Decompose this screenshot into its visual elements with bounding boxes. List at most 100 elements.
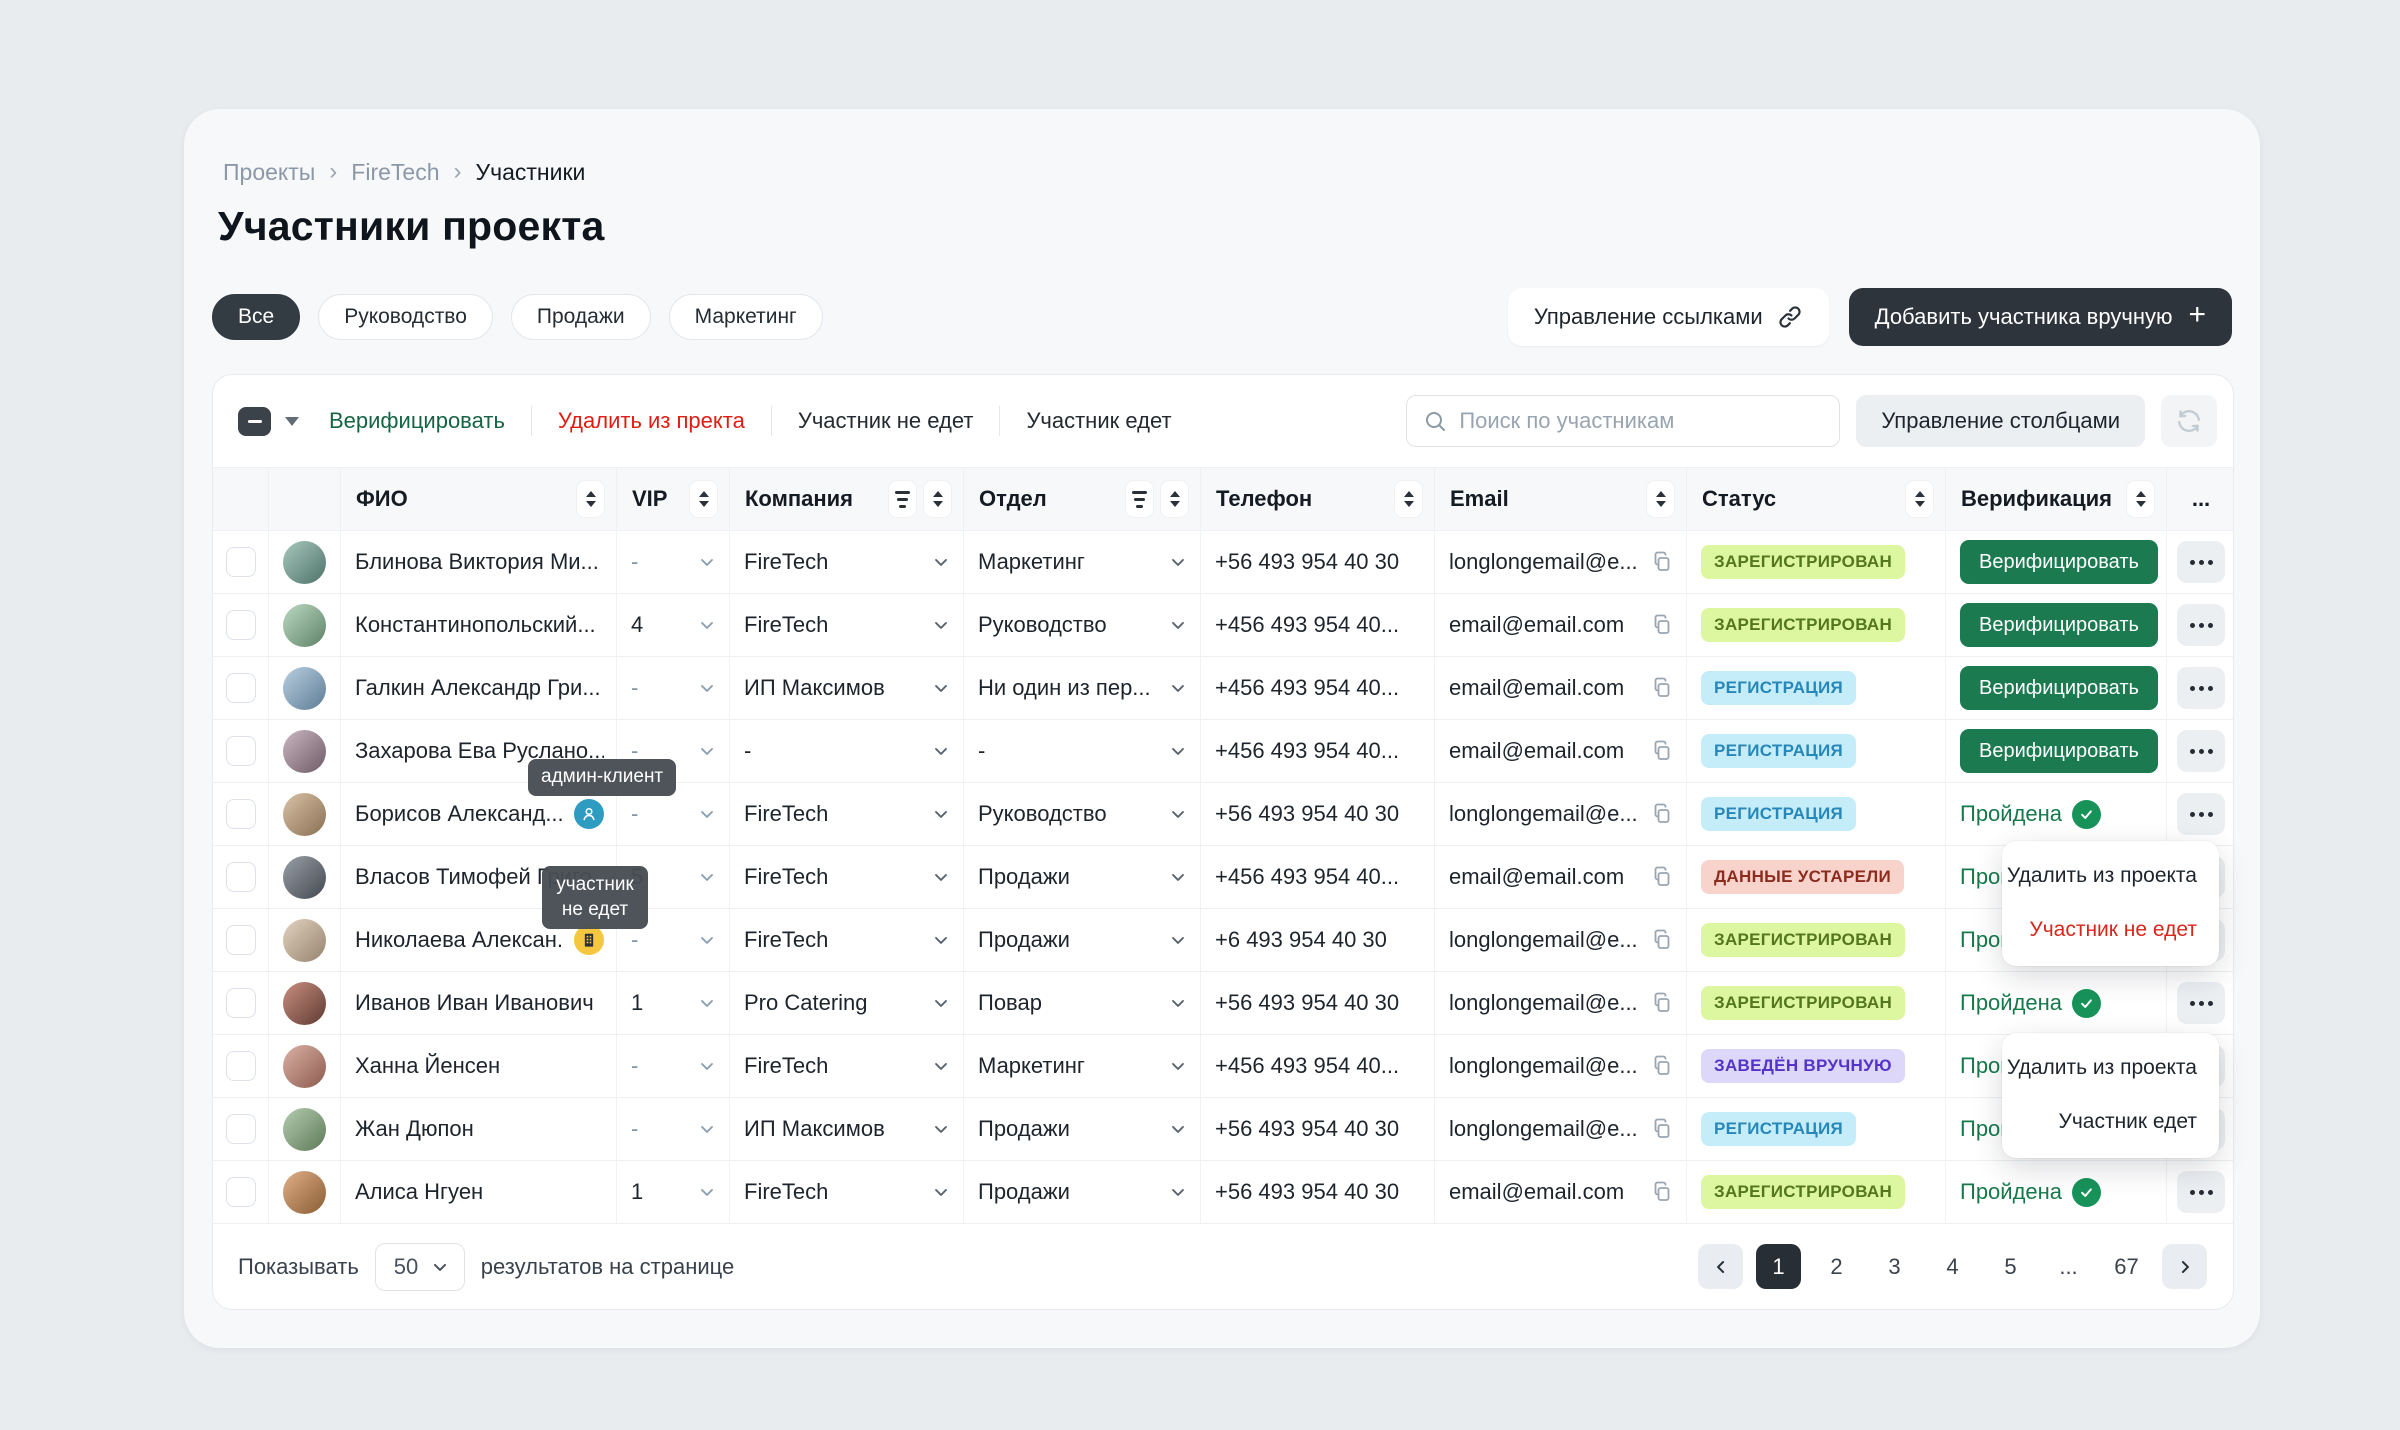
- department-cell[interactable]: Руководство: [964, 594, 1201, 656]
- chevron-down-icon[interactable]: [1168, 1182, 1188, 1202]
- verify-button[interactable]: Верифицировать: [1960, 603, 2158, 647]
- add-participant-button[interactable]: Добавить участника вручную +: [1848, 288, 2232, 346]
- column-header-9[interactable]: Верификация: [1946, 468, 2167, 530]
- bulk-action-3[interactable]: Участник едет: [1000, 408, 1197, 434]
- bulk-action-2[interactable]: Участник не едет: [772, 408, 1000, 434]
- row-menu-button[interactable]: [2177, 604, 2225, 646]
- department-cell[interactable]: Руководство: [964, 783, 1201, 845]
- context-menu-item[interactable]: Удалить из проекта: [2006, 864, 2197, 887]
- row-menu-button[interactable]: [2177, 667, 2225, 709]
- breadcrumb-item-projects[interactable]: Проекты: [223, 159, 316, 185]
- pagination-prev-button[interactable]: [1698, 1244, 1743, 1289]
- copy-icon[interactable]: [1650, 1117, 1674, 1141]
- department-cell[interactable]: Продажи: [964, 1098, 1201, 1160]
- row-checkbox[interactable]: [225, 799, 256, 829]
- vip-cell[interactable]: -: [617, 1035, 730, 1097]
- company-cell[interactable]: Pro Catering: [730, 972, 964, 1034]
- context-menu-item[interactable]: Участник не едет: [2029, 918, 2197, 941]
- vip-cell[interactable]: 1: [617, 972, 730, 1034]
- chevron-down-icon[interactable]: [1168, 804, 1188, 824]
- select-all-checkbox[interactable]: [238, 406, 271, 436]
- pagination-next-button[interactable]: [2162, 1244, 2207, 1289]
- row-menu-button[interactable]: [2177, 982, 2225, 1024]
- column-header-7[interactable]: Email: [1435, 468, 1687, 530]
- chevron-down-icon[interactable]: [1168, 930, 1188, 950]
- vip-cell[interactable]: 1: [617, 1161, 730, 1223]
- row-checkbox[interactable]: [225, 862, 256, 892]
- vip-cell[interactable]: -: [617, 1098, 730, 1160]
- chevron-down-icon[interactable]: [931, 552, 951, 572]
- bulk-action-0[interactable]: Верифицировать: [329, 408, 531, 434]
- copy-icon[interactable]: [1650, 802, 1674, 826]
- company-cell[interactable]: FireTech: [730, 846, 964, 908]
- column-header-8[interactable]: Статус: [1687, 468, 1946, 530]
- chevron-down-icon[interactable]: [697, 867, 717, 887]
- pagination-page-5[interactable]: 5: [1988, 1244, 2033, 1289]
- chevron-down-icon[interactable]: [931, 1056, 951, 1076]
- row-menu-button[interactable]: [2177, 541, 2225, 583]
- chevron-down-icon[interactable]: [697, 1056, 717, 1076]
- department-cell[interactable]: Продажи: [964, 909, 1201, 971]
- filter-chip-2[interactable]: Продажи: [510, 294, 651, 340]
- pagination-page-1[interactable]: 1: [1756, 1244, 1801, 1289]
- filter-icon[interactable]: [889, 481, 916, 517]
- chevron-down-icon[interactable]: [697, 930, 717, 950]
- chevron-down-icon[interactable]: [1168, 993, 1188, 1013]
- chevron-down-icon[interactable]: [697, 552, 717, 572]
- copy-icon[interactable]: [1650, 928, 1674, 952]
- chevron-down-icon[interactable]: [931, 741, 951, 761]
- sort-icon[interactable]: [1395, 481, 1422, 517]
- chevron-down-icon[interactable]: [931, 1182, 951, 1202]
- vip-cell[interactable]: -: [617, 909, 730, 971]
- filter-icon[interactable]: [1126, 481, 1153, 517]
- sort-icon[interactable]: [577, 481, 604, 517]
- company-cell[interactable]: ИП Максимов: [730, 1098, 964, 1160]
- filter-chip-3[interactable]: Маркетинг: [668, 294, 823, 340]
- company-cell[interactable]: FireTech: [730, 783, 964, 845]
- department-cell[interactable]: Маркетинг: [964, 1035, 1201, 1097]
- context-menu-item[interactable]: Участник едет: [2058, 1110, 2198, 1133]
- chevron-down-icon[interactable]: [1168, 552, 1188, 572]
- row-menu-button[interactable]: [2177, 793, 2225, 835]
- chevron-down-icon[interactable]: [697, 993, 717, 1013]
- row-checkbox[interactable]: [225, 988, 256, 1018]
- chevron-down-icon[interactable]: [931, 867, 951, 887]
- row-checkbox[interactable]: [225, 1114, 256, 1144]
- vip-cell[interactable]: -: [617, 531, 730, 593]
- select-dropdown-caret-icon[interactable]: [285, 416, 299, 426]
- breadcrumb-item-project[interactable]: FireTech: [351, 159, 440, 185]
- chevron-down-icon[interactable]: [931, 678, 951, 698]
- department-cell[interactable]: Маркетинг: [964, 531, 1201, 593]
- chevron-down-icon[interactable]: [1168, 1056, 1188, 1076]
- row-menu-button[interactable]: [2177, 730, 2225, 772]
- pagination-page-67[interactable]: 67: [2104, 1244, 2149, 1289]
- copy-icon[interactable]: [1650, 865, 1674, 889]
- manage-columns-button[interactable]: Управление столбцами: [1856, 395, 2145, 447]
- copy-icon[interactable]: [1650, 676, 1674, 700]
- verify-button[interactable]: Верифицировать: [1960, 666, 2158, 710]
- company-cell[interactable]: FireTech: [730, 1161, 964, 1223]
- chevron-down-icon[interactable]: [1168, 1119, 1188, 1139]
- per-page-select[interactable]: 50: [374, 1242, 465, 1291]
- department-cell[interactable]: Повар: [964, 972, 1201, 1034]
- pagination-page-3[interactable]: 3: [1872, 1244, 1917, 1289]
- filter-chip-0[interactable]: Все: [212, 294, 301, 340]
- row-menu-button[interactable]: [2177, 1171, 2225, 1213]
- copy-icon[interactable]: [1650, 550, 1674, 574]
- column-header-2[interactable]: ФИО: [341, 468, 617, 530]
- sort-icon[interactable]: [690, 481, 717, 517]
- chevron-down-icon[interactable]: [697, 678, 717, 698]
- verify-button[interactable]: Верифицировать: [1960, 729, 2158, 773]
- chevron-down-icon[interactable]: [1168, 678, 1188, 698]
- vip-cell[interactable]: 4: [617, 594, 730, 656]
- sort-icon[interactable]: [2127, 481, 2154, 517]
- row-checkbox[interactable]: [225, 610, 256, 640]
- department-cell[interactable]: Ни один из пер...: [964, 657, 1201, 719]
- sort-icon[interactable]: [1906, 481, 1933, 517]
- chevron-down-icon[interactable]: [697, 741, 717, 761]
- column-header-3[interactable]: VIP: [617, 468, 730, 530]
- company-cell[interactable]: FireTech: [730, 1035, 964, 1097]
- chevron-down-icon[interactable]: [697, 615, 717, 635]
- chevron-down-icon[interactable]: [931, 930, 951, 950]
- column-header-5[interactable]: Отдел: [964, 468, 1201, 530]
